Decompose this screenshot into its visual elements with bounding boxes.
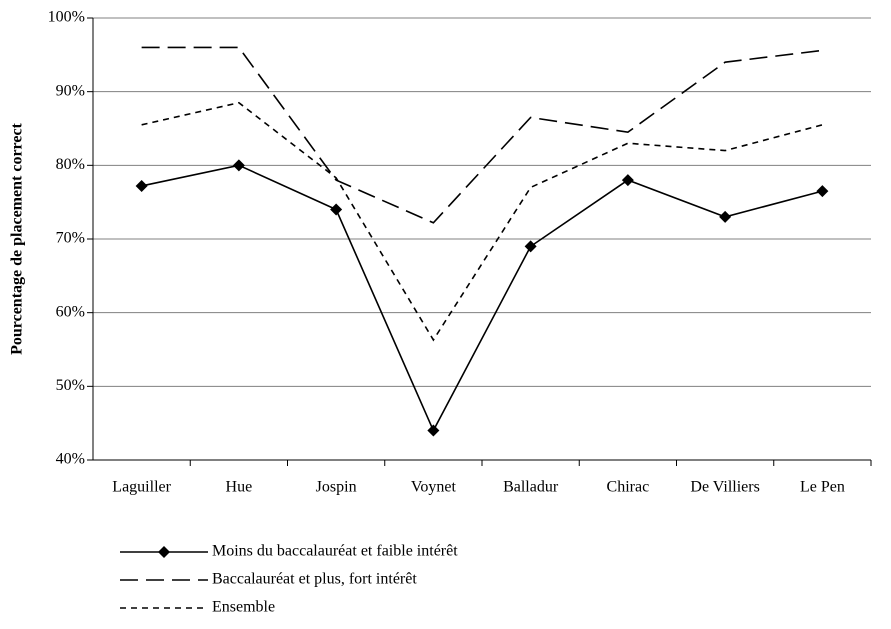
x-tick-label: Chirac — [607, 479, 650, 496]
data-point — [719, 210, 732, 223]
data-point — [427, 424, 440, 437]
y-axis-label: Pourcentage de placement correct — [9, 122, 26, 354]
x-tick-label: Le Pen — [800, 479, 845, 496]
legend-label: Ensemble — [212, 599, 275, 616]
y-tick-label: 40% — [56, 451, 85, 468]
data-point — [135, 179, 148, 192]
legend-label: Baccalauréat et plus, fort intérêt — [212, 571, 417, 588]
legend-marker — [158, 546, 170, 558]
x-tick-label: Hue — [226, 479, 253, 496]
x-tick-label: Balladur — [503, 479, 559, 496]
legend-label: Moins du baccalauréat et faible intérêt — [212, 543, 458, 560]
data-point — [816, 185, 829, 198]
x-tick-label: Laguiller — [112, 479, 171, 496]
series-line — [141, 164, 823, 433]
data-point — [330, 203, 343, 216]
y-tick-label: 50% — [56, 377, 85, 394]
data-point — [621, 174, 634, 187]
series-line — [141, 46, 823, 224]
y-tick-label: 70% — [56, 230, 85, 247]
y-tick-label: 100% — [48, 9, 85, 26]
data-point — [524, 240, 537, 253]
x-tick-label: De Villiers — [690, 479, 759, 496]
series-line — [141, 101, 823, 342]
y-tick-label: 60% — [56, 303, 85, 320]
x-tick-label: Voynet — [411, 479, 457, 496]
y-tick-label: 90% — [56, 82, 85, 99]
x-tick-label: Jospin — [316, 479, 357, 496]
y-tick-label: 80% — [56, 156, 85, 173]
data-point — [232, 159, 245, 172]
